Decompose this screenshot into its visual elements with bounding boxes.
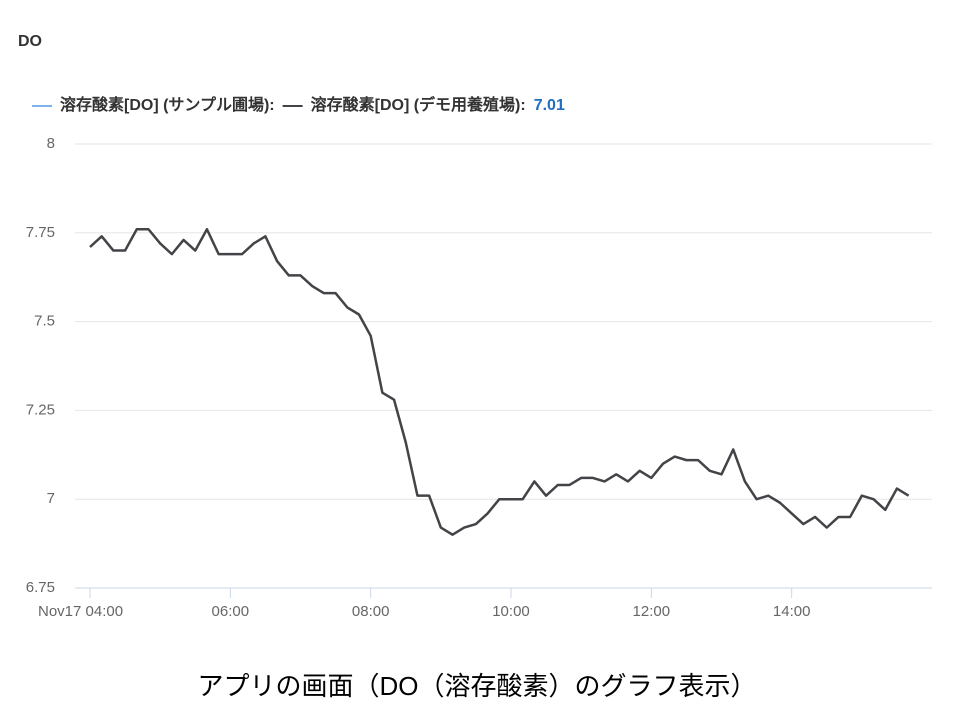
x-tick-label: 08:00: [352, 603, 390, 620]
caption: アプリの画面（DO（溶存酸素）のグラフ表示）: [197, 671, 756, 701]
x-tick-label: 14:00: [773, 603, 811, 620]
x-tick-label: Nov17 04:00: [38, 603, 123, 620]
y-tick-label: 7.75: [26, 224, 55, 241]
legend-label: 溶存酸素[DO] (デモ用養殖場):: [311, 95, 526, 114]
x-tick-label: 10:00: [492, 603, 530, 620]
y-tick-label: 7.5: [34, 313, 55, 330]
legend-value: 7.01: [534, 97, 565, 114]
x-tick-label: 06:00: [212, 603, 250, 620]
y-tick-label: 7.25: [26, 401, 55, 418]
series-line: [89, 227, 910, 536]
y-tick-label: 7: [47, 490, 55, 507]
x-tick-label: 12:00: [633, 603, 671, 620]
y-tick-label: 8: [47, 135, 55, 152]
y-tick-label: 6.75: [26, 579, 55, 596]
legend-label: 溶存酸素[DO] (サンプル圃場):: [60, 95, 275, 114]
chart-title: DO: [18, 33, 42, 50]
